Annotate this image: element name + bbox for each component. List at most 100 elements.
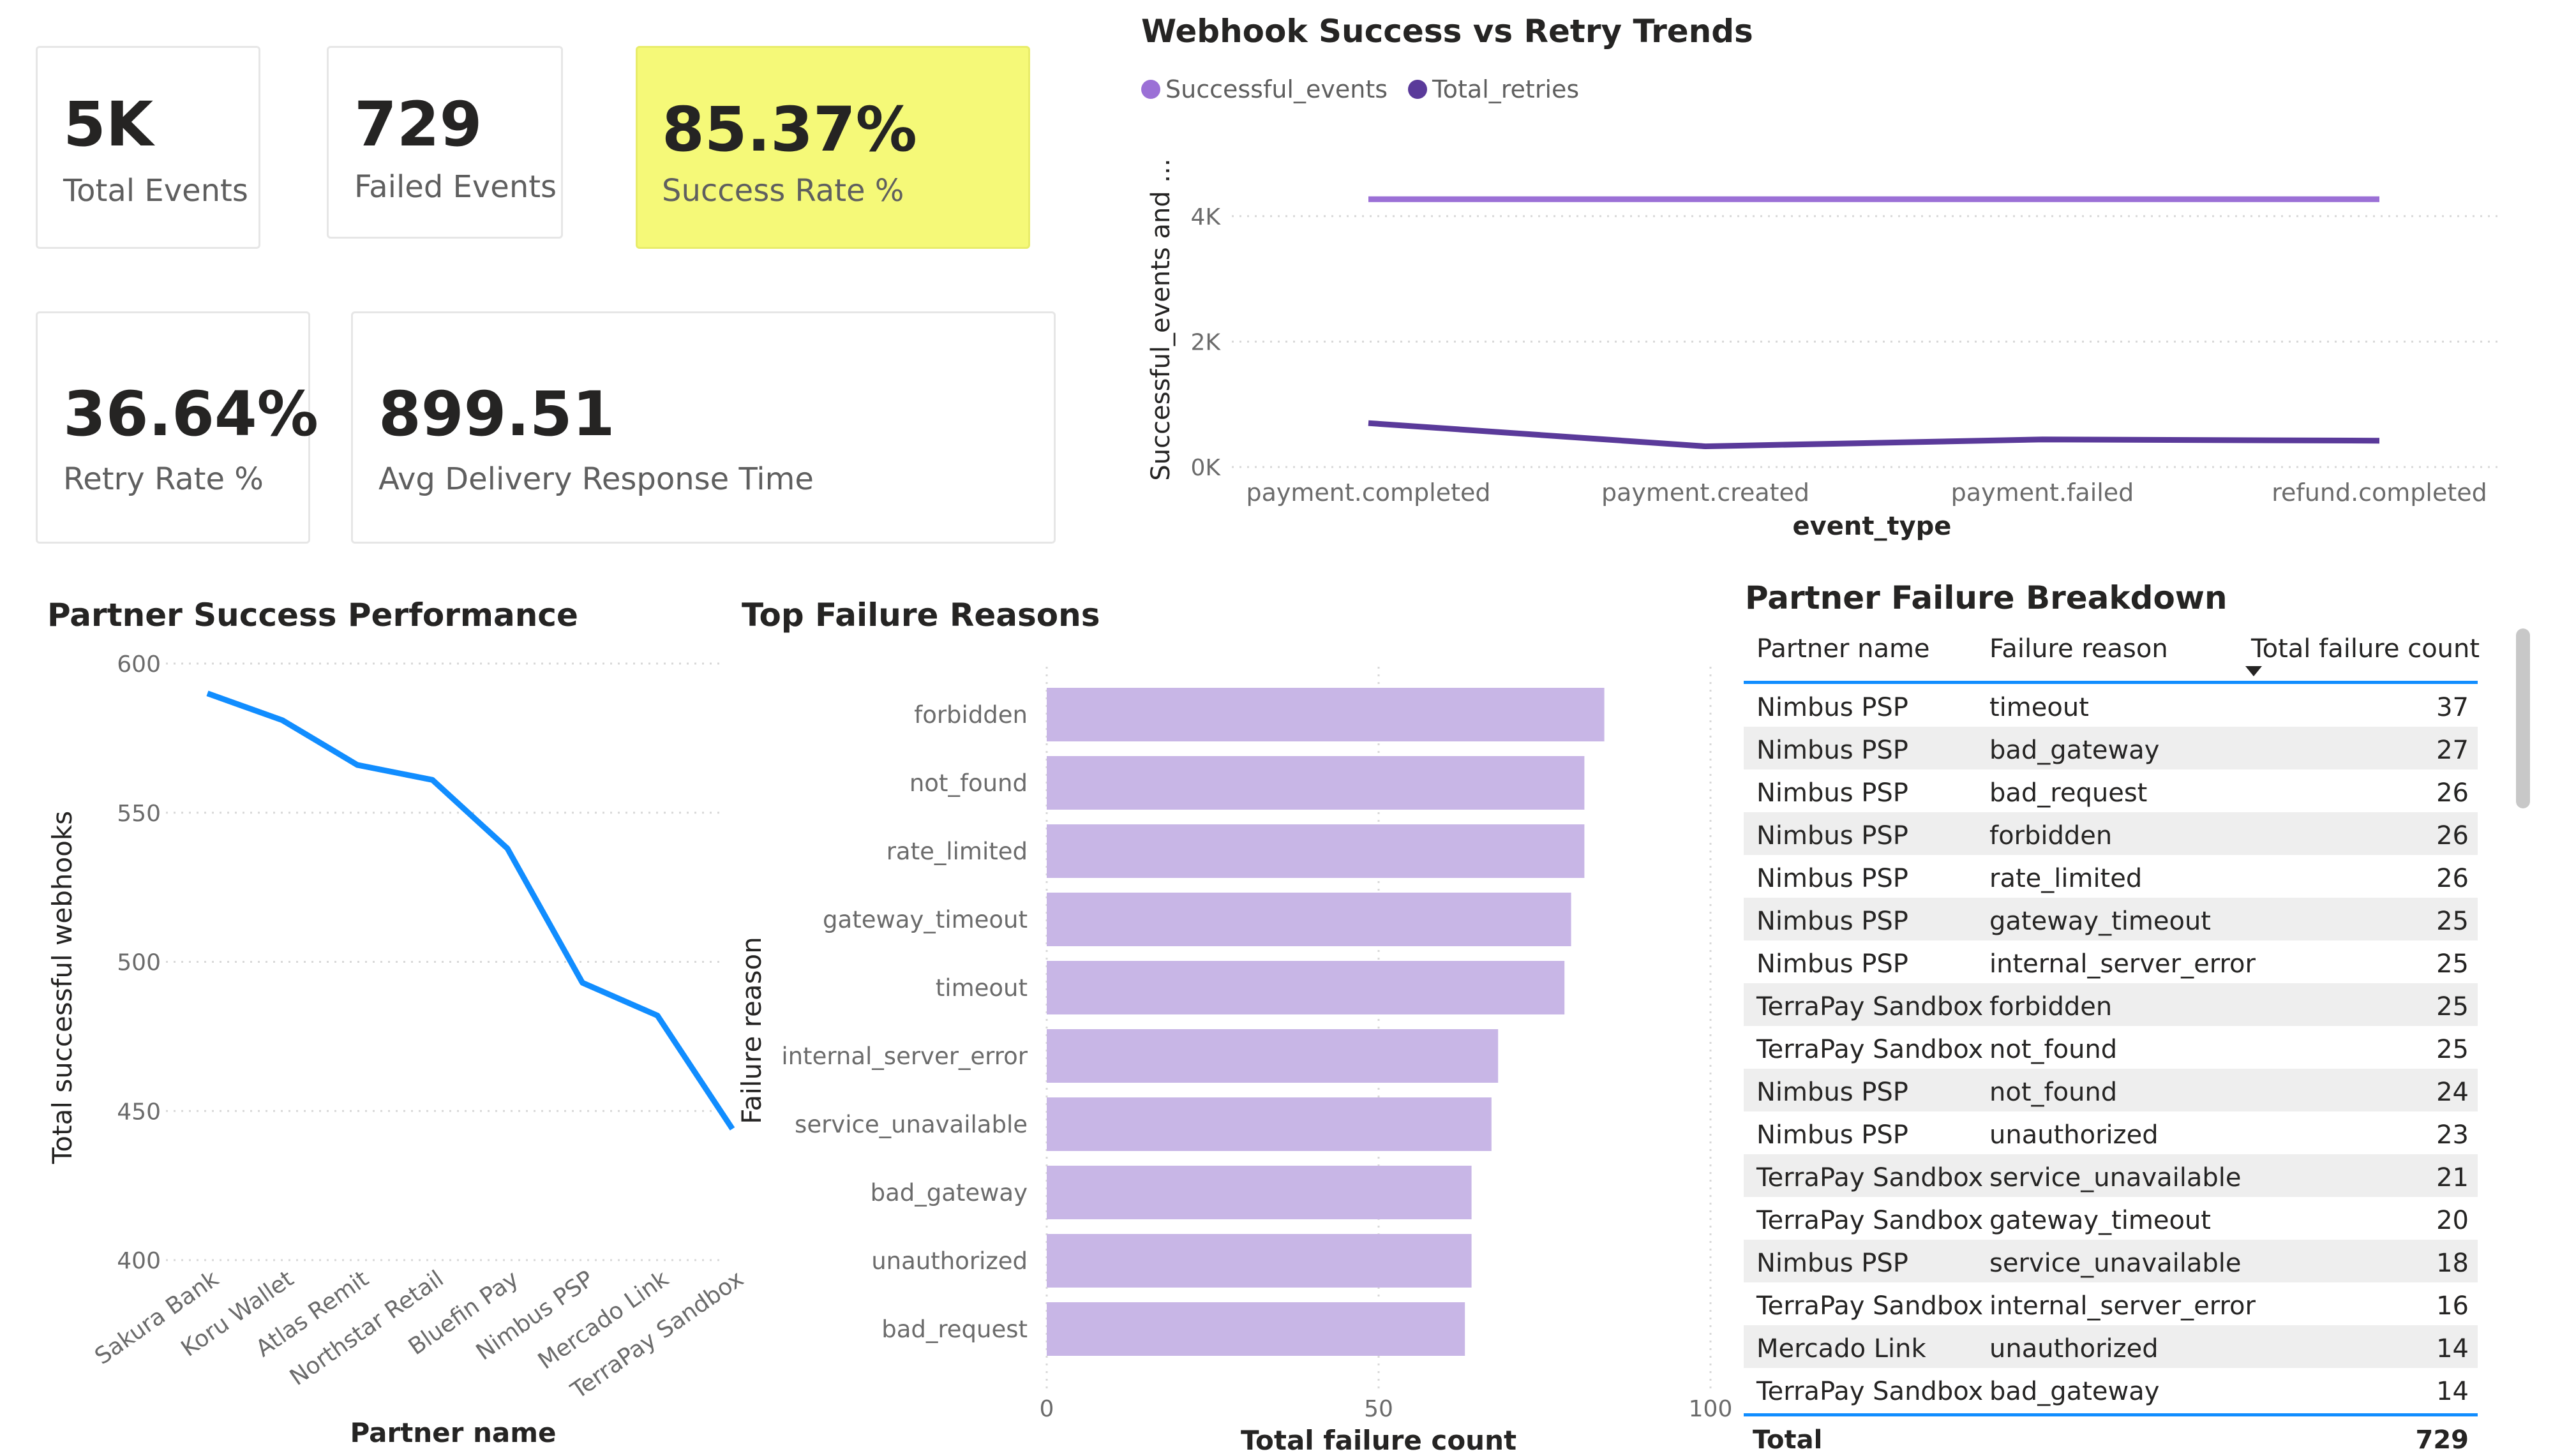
- legend-item-successful-events[interactable]: Successful_events: [1141, 75, 1388, 103]
- kpi-card-success-rate[interactable]: 85.37% Success Rate %: [636, 46, 1030, 249]
- table-scrollbar[interactable]: [2516, 628, 2530, 808]
- y-tick-label: bad_request: [881, 1316, 1028, 1343]
- table-row[interactable]: TerraPay Sandbox service_unavailable 21: [1744, 1154, 2478, 1197]
- x-axis-title: Partner name: [350, 1417, 557, 1448]
- table-row[interactable]: Nimbus PSP forbidden 26: [1744, 812, 2478, 855]
- y-tick-label: bad_gateway: [871, 1179, 1028, 1207]
- cell-reason: gateway_timeout: [1989, 1206, 2211, 1235]
- cell-count: 18: [2436, 1249, 2469, 1278]
- cell-count: 26: [2436, 821, 2469, 851]
- cell-partner: Nimbus PSP: [1756, 1249, 1908, 1278]
- x-tick-label: 50: [1364, 1396, 1393, 1422]
- bar-timeout: [1047, 961, 1565, 1014]
- x-axis-title: event_type: [1793, 512, 1952, 541]
- cell-reason: service_unavailable: [1989, 1163, 2242, 1192]
- cell-partner: Nimbus PSP: [1756, 693, 1908, 722]
- table-row[interactable]: Nimbus PSP unauthorized 23: [1744, 1111, 2478, 1154]
- table-row[interactable]: Nimbus PSP not_found 24: [1744, 1069, 2478, 1111]
- bar-forbidden: [1047, 688, 1605, 741]
- cell-partner: TerraPay Sandbox: [1756, 1291, 1984, 1321]
- x-tick-label: payment.failed: [1951, 479, 2134, 507]
- partner-series-line: [206, 690, 735, 1131]
- cell-reason: timeout: [1989, 693, 2089, 722]
- kpi-card-total-events[interactable]: 5K Total Events: [36, 46, 260, 249]
- y-tick-label: 600: [117, 651, 161, 678]
- x-tick-label: 0: [1040, 1396, 1054, 1422]
- y-tick-label: 500: [117, 950, 161, 976]
- kpi-card-failed-events[interactable]: 729 Failed Events: [327, 46, 563, 239]
- failure-chart-title: Top Failure Reasons: [742, 597, 1100, 634]
- column-header-partner[interactable]: Partner name: [1756, 634, 1930, 664]
- table-row[interactable]: TerraPay Sandbox forbidden 25: [1744, 983, 2478, 1026]
- cell-partner: TerraPay Sandbox: [1756, 1035, 1984, 1064]
- cell-partner: TerraPay Sandbox: [1756, 1163, 1984, 1192]
- legend-item-total-retries[interactable]: Total_retries: [1408, 75, 1579, 103]
- table-row[interactable]: Nimbus PSP bad_request 26: [1744, 769, 2478, 812]
- cell-count: 25: [2436, 1035, 2469, 1064]
- kpi-card-avg-response-time[interactable]: 899.51 Avg Delivery Response Time: [351, 311, 1056, 544]
- cell-count: 16: [2436, 1291, 2469, 1321]
- table-row[interactable]: TerraPay Sandbox not_found 25: [1744, 1026, 2478, 1069]
- cell-reason: bad_gateway: [1989, 736, 2160, 765]
- x-tick-label: payment.completed: [1247, 479, 1491, 507]
- kpi-card-retry-rate[interactable]: 36.64% Retry Rate %: [36, 311, 318, 544]
- cell-partner: Nimbus PSP: [1756, 1120, 1908, 1150]
- sort-desc-icon[interactable]: [2245, 666, 2262, 676]
- table-row[interactable]: Nimbus PSP internal_server_error 25: [1744, 940, 2478, 983]
- cell-count: 21: [2436, 1163, 2469, 1192]
- cell-count: 14: [2436, 1334, 2469, 1363]
- kpi-label: Avg Delivery Response Time: [378, 461, 814, 497]
- kpi-label: Retry Rate %: [63, 461, 264, 497]
- y-axis-title: Total successful webhooks: [47, 811, 78, 1164]
- kpi-value: 899.51: [378, 378, 615, 450]
- series-line-total-retries: [1368, 420, 2380, 450]
- table-row[interactable]: TerraPay Sandbox internal_server_error 16: [1744, 1282, 2478, 1325]
- table-row[interactable]: Nimbus PSP gateway_timeout 25: [1744, 898, 2478, 940]
- cell-reason: not_found: [1989, 1035, 2118, 1064]
- y-tick-label: timeout: [936, 974, 1028, 1002]
- y-tick-label: 4K: [1190, 204, 1221, 230]
- table-row[interactable]: TerraPay Sandbox gateway_timeout 20: [1744, 1197, 2478, 1240]
- total-value: 729: [2415, 1425, 2469, 1455]
- cell-partner: Nimbus PSP: [1756, 949, 1908, 979]
- bar-bad-gateway: [1047, 1166, 1472, 1219]
- cell-partner: Nimbus PSP: [1756, 736, 1908, 765]
- cell-count: 25: [2436, 907, 2469, 936]
- y-tick-label: 400: [117, 1248, 161, 1274]
- bar-not-found: [1047, 756, 1585, 810]
- table-total-row: Total 729: [1744, 1413, 2478, 1456]
- y-tick-label: rate_limited: [887, 838, 1028, 865]
- legend-dot-successful: [1141, 80, 1160, 99]
- cell-reason: rate_limited: [1989, 864, 2143, 893]
- table-row[interactable]: Nimbus PSP service_unavailable 18: [1744, 1240, 2478, 1282]
- cell-partner: Nimbus PSP: [1756, 864, 1908, 893]
- y-tick-label: 550: [117, 801, 161, 827]
- kpi-value: 729: [354, 89, 483, 160]
- cell-count: 37: [2436, 693, 2469, 722]
- cell-partner: Mercado Link: [1756, 1334, 1926, 1363]
- cell-partner: TerraPay Sandbox: [1756, 992, 1984, 1021]
- table-row[interactable]: Nimbus PSP rate_limited 26: [1744, 855, 2478, 898]
- cell-reason: unauthorized: [1989, 1120, 2159, 1150]
- cell-reason: gateway_timeout: [1989, 907, 2211, 936]
- cell-count: 25: [2436, 949, 2469, 979]
- table-row[interactable]: Mercado Link unauthorized 14: [1744, 1325, 2478, 1368]
- table-row[interactable]: Nimbus PSP timeout 37: [1744, 684, 2478, 727]
- y-tick-label: service_unavailable: [795, 1111, 1028, 1138]
- cell-reason: not_found: [1989, 1078, 2118, 1107]
- kpi-value: 85.37%: [662, 94, 917, 165]
- kpi-value: 5K: [63, 89, 154, 160]
- y-tick-label: 450: [117, 1099, 161, 1125]
- bar-service-unavailable: [1047, 1097, 1492, 1151]
- column-header-reason[interactable]: Failure reason: [1989, 634, 2168, 664]
- table-row[interactable]: TerraPay Sandbox bad_gateway 14: [1744, 1368, 2478, 1411]
- y-axis-title: Failure reason: [736, 937, 767, 1124]
- cell-partner: Nimbus PSP: [1756, 907, 1908, 936]
- bar-rate-limited: [1047, 824, 1585, 878]
- y-tick-label: gateway_timeout: [823, 906, 1028, 933]
- trend-chart-legend: Successful_events Total_retries: [1141, 75, 1594, 103]
- trend-chart-title: Webhook Success vs Retry Trends: [1141, 13, 1753, 50]
- column-header-count[interactable]: Total failure count: [2251, 634, 2480, 664]
- table-row[interactable]: Nimbus PSP bad_gateway 27: [1744, 727, 2478, 769]
